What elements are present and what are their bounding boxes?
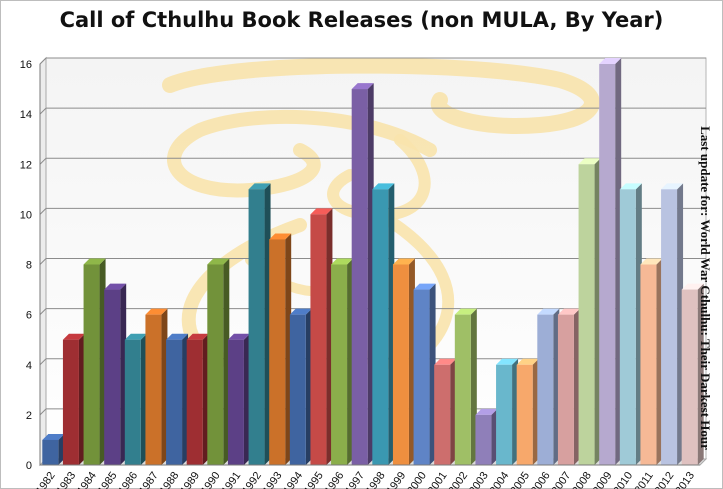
y-tick-label: 14 [20, 109, 32, 121]
y-tick-label: 6 [26, 310, 32, 322]
x-tick-label: 2008 [570, 470, 594, 489]
x-tick-label: 2009 [591, 470, 615, 489]
bar-1982 [42, 433, 65, 465]
x-tick-label: 1996 [323, 470, 347, 489]
bar-2013 [681, 283, 704, 465]
x-tick-label: 1994 [281, 470, 305, 489]
bar-2005 [516, 358, 539, 465]
x-tick-label: 1991 [220, 470, 244, 489]
gridline-diag [39, 57, 47, 65]
x-tick-label: 2013 [673, 470, 697, 489]
bar-1997 [351, 83, 374, 465]
last-update-note: Last update for: World War Cthulhu: Thei… [698, 126, 713, 450]
x-tick-label: 1995 [302, 470, 326, 489]
x-tick-label: 2004 [488, 470, 512, 489]
bar-2007 [557, 308, 580, 465]
bar-1999 [392, 258, 415, 465]
bar-1984 [83, 258, 106, 465]
x-tick-label: 1997 [343, 470, 367, 489]
x-tick-label: 1990 [199, 470, 223, 489]
y-tick-label: 8 [26, 260, 32, 272]
x-tick-label: 2001 [426, 470, 450, 489]
gridline-diag [39, 157, 47, 165]
bar-2000 [413, 283, 436, 465]
y-tick-label: 0 [26, 460, 32, 472]
bar-2004 [496, 358, 519, 465]
x-tick-label: 2007 [550, 470, 574, 489]
gridline-diag [39, 107, 47, 115]
gridline-diag [39, 308, 47, 315]
x-tick-label: 2002 [446, 470, 470, 489]
x-tick-label: 1993 [261, 470, 285, 489]
y-tick-label: 2 [26, 410, 32, 422]
bar-1990 [207, 258, 230, 465]
x-tick-label: 2011 [632, 470, 655, 489]
x-tick-label: 2003 [467, 470, 491, 489]
bar-2006 [537, 308, 560, 465]
x-tick-label: 1982 [34, 470, 58, 489]
bar-1995 [310, 208, 333, 465]
bar-1994 [289, 308, 312, 465]
gridline-diag [39, 258, 47, 265]
x-tick-label: 2012 [653, 470, 677, 489]
y-tick-label: 4 [26, 360, 32, 372]
bar-2011 [640, 258, 663, 465]
y-tick-label: 16 [20, 59, 32, 71]
x-tick-label: 2005 [508, 470, 532, 489]
bar-1987 [145, 308, 168, 465]
x-tick-label: 1988 [158, 470, 182, 489]
bar-2010 [619, 183, 642, 465]
bar-2008 [578, 158, 601, 465]
bar-1991 [227, 333, 250, 465]
x-tick-label: 2010 [611, 470, 635, 489]
y-tick-label: 12 [20, 159, 32, 171]
bar-1985 [104, 283, 127, 465]
x-tick-label: 2000 [405, 470, 429, 489]
bar-2009 [599, 58, 622, 465]
x-tick-label: 2006 [529, 470, 553, 489]
gridline-diag [39, 408, 47, 416]
bar-1993 [269, 233, 292, 465]
x-tick-label: 1983 [55, 470, 79, 489]
x-tick-label: 1985 [96, 470, 120, 489]
bar-2002 [454, 308, 477, 465]
chart-title: Call of Cthulhu Book Releases (non MULA,… [59, 8, 664, 32]
gridline-diag [39, 358, 47, 366]
bar-1992 [248, 183, 271, 465]
x-tick-label: 1992 [240, 470, 264, 489]
bar-1983 [62, 333, 85, 465]
bar-1998 [372, 183, 395, 465]
bar-1988 [166, 333, 189, 465]
y-tick-label: 10 [20, 209, 32, 221]
bar-1989 [186, 333, 209, 465]
gridline-diag [39, 208, 47, 215]
x-tick-label: 1984 [75, 470, 99, 489]
x-tick-label: 1999 [385, 470, 409, 489]
bar-2012 [661, 183, 684, 465]
bar-2001 [434, 358, 457, 465]
x-tick-label: 1998 [364, 470, 388, 489]
x-tick-label: 1986 [116, 470, 140, 489]
x-tick-label: 1989 [178, 470, 202, 489]
bar-2003 [475, 408, 498, 465]
x-tick-label: 1987 [137, 470, 161, 489]
bar-1986 [124, 333, 147, 465]
bar-1996 [331, 258, 354, 465]
